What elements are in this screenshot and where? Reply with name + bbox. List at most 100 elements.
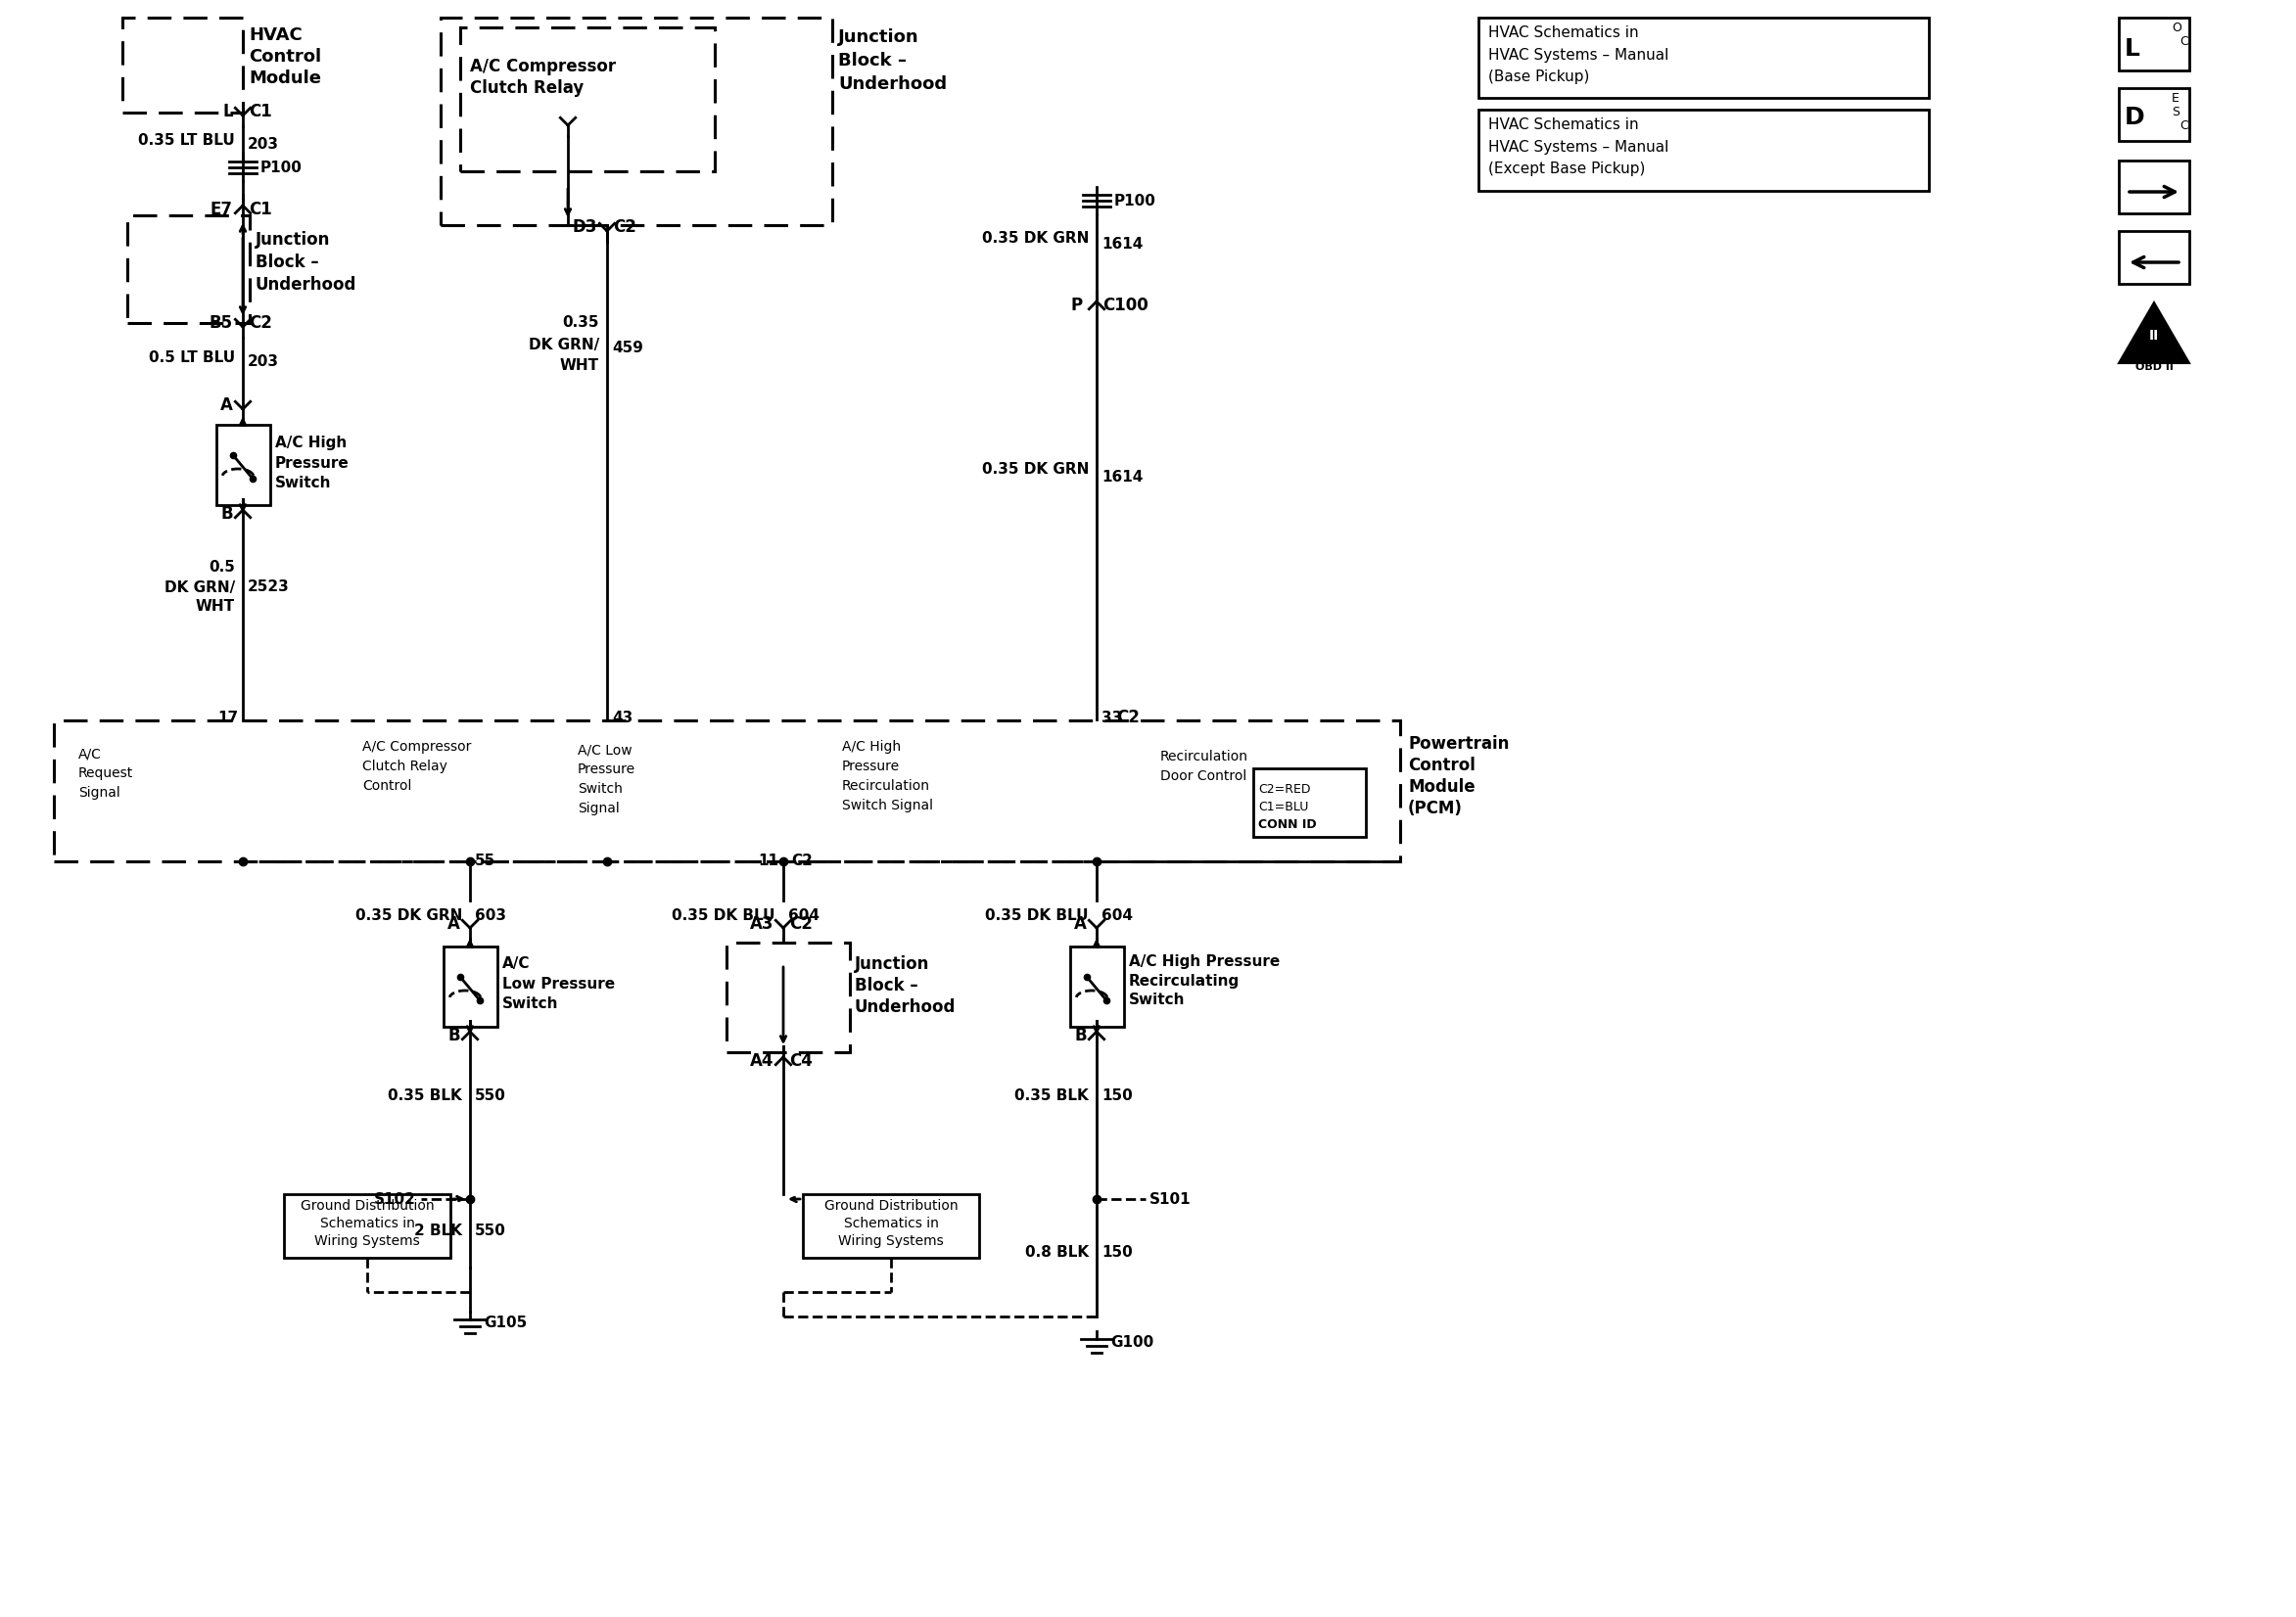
Text: 550: 550 <box>475 1224 505 1239</box>
Text: 0.5 LT BLU: 0.5 LT BLU <box>149 349 234 364</box>
Text: Clutch Relay: Clutch Relay <box>363 760 448 773</box>
Text: HVAC Systems – Manual: HVAC Systems – Manual <box>1488 139 1669 154</box>
Text: D3: D3 <box>572 218 597 236</box>
Text: 17: 17 <box>218 710 239 724</box>
Text: Signal: Signal <box>579 802 620 815</box>
Text: Underhood: Underhood <box>255 277 356 294</box>
Text: A4: A4 <box>748 1053 774 1070</box>
Text: Pressure: Pressure <box>843 760 900 773</box>
Text: Wiring Systems: Wiring Systems <box>315 1234 420 1248</box>
Text: 2523: 2523 <box>248 581 289 595</box>
Text: WHT: WHT <box>195 600 234 614</box>
Text: 150: 150 <box>1102 1245 1132 1260</box>
Text: Control: Control <box>363 779 411 792</box>
Text: Block –: Block – <box>854 977 918 994</box>
Text: II: II <box>2149 328 2158 343</box>
Text: Powertrain: Powertrain <box>1407 736 1508 752</box>
Text: Junction: Junction <box>255 231 331 249</box>
Text: L: L <box>2124 37 2140 61</box>
Text: C2: C2 <box>613 218 636 236</box>
Text: 0.35 BLK: 0.35 BLK <box>1015 1088 1088 1104</box>
Text: 150: 150 <box>1102 1088 1132 1104</box>
Text: Recirculation: Recirculation <box>1159 750 1249 763</box>
Text: II: II <box>2149 328 2158 343</box>
Text: 604: 604 <box>788 909 820 923</box>
Text: B: B <box>1075 1027 1086 1045</box>
Text: S101: S101 <box>1150 1192 1192 1206</box>
Text: Block –: Block – <box>255 254 319 272</box>
Text: 0.35 DK GRN: 0.35 DK GRN <box>356 909 461 923</box>
Text: 550: 550 <box>475 1088 505 1104</box>
Text: 0.8 BLK: 0.8 BLK <box>1024 1245 1088 1260</box>
Text: C2: C2 <box>792 854 813 868</box>
Text: Underhood: Underhood <box>838 76 946 94</box>
Text: A/C Compressor: A/C Compressor <box>363 741 471 754</box>
Text: A/C: A/C <box>503 957 530 972</box>
Text: P100: P100 <box>1114 194 1157 209</box>
Text: 459: 459 <box>613 340 643 354</box>
Text: S: S <box>2172 105 2179 118</box>
Text: Ground Distribution: Ground Distribution <box>301 1200 434 1213</box>
Text: Junction: Junction <box>854 956 930 973</box>
Text: 11: 11 <box>758 854 778 868</box>
Text: 0.35: 0.35 <box>563 315 599 330</box>
Text: Switch: Switch <box>276 475 331 492</box>
Text: P100: P100 <box>259 160 303 175</box>
Text: 1614: 1614 <box>1102 238 1143 252</box>
Text: OBD II: OBD II <box>2135 362 2172 372</box>
Text: Module: Module <box>248 70 321 87</box>
Text: Wiring Systems: Wiring Systems <box>838 1234 944 1248</box>
Text: HVAC Schematics in: HVAC Schematics in <box>1488 26 1639 40</box>
Text: Signal: Signal <box>78 786 119 800</box>
Text: C2: C2 <box>790 915 813 933</box>
Text: 0.5: 0.5 <box>209 561 234 576</box>
Text: 0.35 DK BLU: 0.35 DK BLU <box>985 909 1088 923</box>
Text: Module: Module <box>1407 778 1474 796</box>
Text: (PCM): (PCM) <box>1407 800 1463 817</box>
Text: C1: C1 <box>248 103 271 120</box>
Text: Switch: Switch <box>1130 993 1185 1007</box>
Text: Underhood: Underhood <box>854 998 955 1015</box>
Text: C: C <box>2179 34 2188 47</box>
Text: C2: C2 <box>248 314 271 331</box>
Text: A3: A3 <box>748 915 774 933</box>
Text: A/C Compressor: A/C Compressor <box>471 58 615 76</box>
Text: L: L <box>223 103 232 120</box>
Text: DK GRN/: DK GRN/ <box>165 581 234 595</box>
Text: A: A <box>1075 915 1086 933</box>
Text: A/C: A/C <box>78 747 101 760</box>
Text: 603: 603 <box>475 909 505 923</box>
Text: Low Pressure: Low Pressure <box>503 977 615 991</box>
Text: 604: 604 <box>1102 909 1132 923</box>
Text: C: C <box>2179 120 2188 131</box>
Text: Control: Control <box>248 49 321 66</box>
Text: C1: C1 <box>248 201 271 218</box>
Text: Pressure: Pressure <box>276 456 349 471</box>
Text: Schematics in: Schematics in <box>319 1216 416 1231</box>
Text: 0.35 DK GRN: 0.35 DK GRN <box>983 231 1088 246</box>
Text: 55: 55 <box>475 854 496 868</box>
Text: A/C Low: A/C Low <box>579 742 631 757</box>
Text: (Except Base Pickup): (Except Base Pickup) <box>1488 162 1646 176</box>
Polygon shape <box>2119 302 2190 364</box>
Text: O: O <box>2172 21 2181 34</box>
Text: HVAC Systems – Manual: HVAC Systems – Manual <box>1488 47 1669 61</box>
Text: CONN ID: CONN ID <box>1258 818 1316 831</box>
Text: A/C High: A/C High <box>843 741 900 754</box>
Text: 43: 43 <box>613 710 634 724</box>
Text: G105: G105 <box>484 1316 528 1331</box>
Text: Recirculation: Recirculation <box>843 779 930 792</box>
Text: 203: 203 <box>248 354 280 370</box>
Text: Request: Request <box>78 766 133 779</box>
Text: E: E <box>2172 92 2179 103</box>
Text: Switch: Switch <box>503 996 558 1011</box>
Text: P: P <box>1070 296 1084 314</box>
Text: Schematics in: Schematics in <box>843 1216 939 1231</box>
Text: C100: C100 <box>1102 296 1148 314</box>
Text: 203: 203 <box>248 137 280 152</box>
Text: HVAC: HVAC <box>248 26 303 44</box>
Text: Switch Signal: Switch Signal <box>843 799 932 812</box>
Text: E7: E7 <box>211 201 232 218</box>
Text: 2 BLK: 2 BLK <box>413 1224 461 1239</box>
Text: S102: S102 <box>374 1192 416 1206</box>
